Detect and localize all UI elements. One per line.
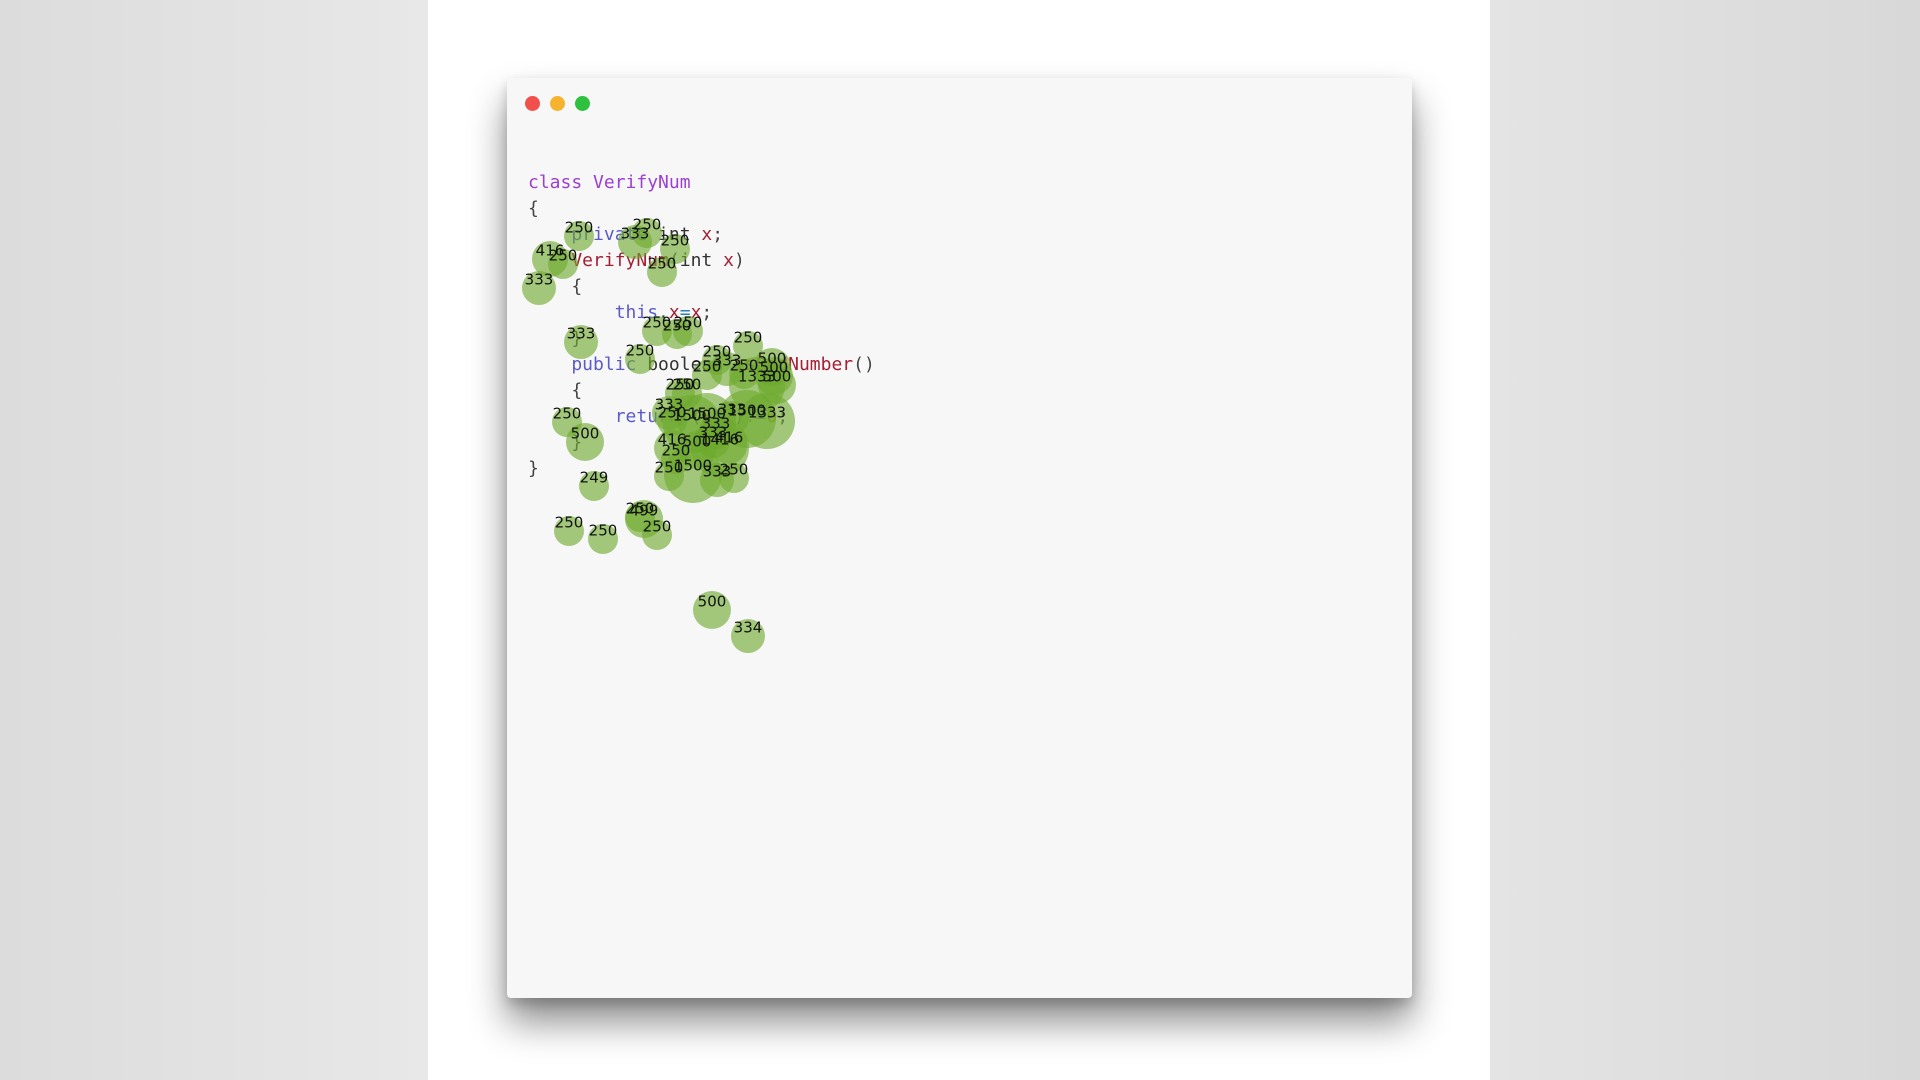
code-token: isOddNumber (733, 354, 854, 375)
background-left (0, 0, 428, 1080)
code-token: private (528, 224, 659, 245)
code-block: class VerifyNum{ private int x; VerifyNu… (528, 170, 875, 482)
code-line: public boolean isOddNumber() (528, 352, 875, 378)
fixation-bubble (624, 499, 664, 539)
code-token: this (528, 302, 659, 323)
code-token: x (701, 224, 713, 245)
code-token: } (528, 328, 583, 349)
fixation-bubble (641, 519, 673, 551)
code-line: this.x=x; (528, 300, 875, 326)
code-line: private int x; (528, 222, 875, 248)
code-token: ; (712, 224, 724, 245)
code-token: x (668, 302, 680, 323)
code-token: { (528, 380, 583, 401)
background-right (1490, 0, 1920, 1080)
code-token: = (679, 302, 691, 323)
fixation-duration-label: 250 (554, 513, 584, 532)
code-token: () (853, 354, 875, 375)
code-token: != (744, 406, 767, 427)
code-token: class (528, 172, 594, 193)
code-token: return (528, 406, 691, 427)
fixation-duration-label: 250 (588, 521, 618, 540)
code-token: x (690, 302, 702, 323)
code-token: VerifyNum (528, 250, 669, 271)
code-token: ; (777, 406, 789, 427)
code-line: VerifyNum(int x) (528, 248, 875, 274)
code-token: x (701, 406, 713, 427)
code-token: ( (668, 250, 680, 271)
code-token: } (528, 432, 583, 453)
code-token: ( (690, 406, 702, 427)
code-token: VerifyNum (593, 172, 691, 193)
fixation-bubble (624, 501, 656, 533)
code-token: int (679, 250, 724, 271)
code-token: 2 (723, 406, 734, 427)
code-window: class VerifyNum{ private int x; VerifyNu… (507, 78, 1412, 998)
code-token: . (658, 302, 669, 323)
code-token: public (528, 354, 648, 375)
minimize-button[interactable] (550, 96, 565, 111)
code-line: } (528, 456, 875, 482)
fixation-bubble (731, 619, 765, 653)
code-line: { (528, 274, 875, 300)
fixation-bubble (553, 515, 585, 547)
code-line: } (528, 326, 875, 352)
code-token: boolean (647, 354, 734, 375)
code-token: { (528, 198, 539, 219)
fixation-bubble (692, 590, 732, 630)
fixation-bubble (587, 523, 619, 555)
code-token: { (528, 276, 583, 297)
close-button[interactable] (525, 96, 540, 111)
code-line: return (x%2)!=0; (528, 404, 875, 430)
code-token: } (528, 458, 539, 479)
fixation-duration-label: 250 (642, 517, 672, 536)
code-line: { (528, 378, 875, 404)
code-token: 0 (766, 406, 778, 427)
code-line: } (528, 430, 875, 456)
code-token: ; (701, 302, 713, 323)
maximize-button[interactable] (575, 96, 590, 111)
fixation-duration-label: 250 (625, 499, 655, 518)
code-token: x (723, 250, 734, 271)
code-line: class VerifyNum (528, 170, 875, 196)
code-token: % (712, 406, 724, 427)
fixation-duration-label: 334 (733, 618, 763, 637)
code-token: ) (733, 406, 745, 427)
code-token: int (658, 224, 702, 245)
code-line: { (528, 196, 875, 222)
window-controls (525, 96, 590, 111)
code-token: ) (733, 250, 745, 271)
fixation-duration-label: 500 (697, 592, 727, 611)
fixation-duration-label: 499 (629, 501, 659, 520)
